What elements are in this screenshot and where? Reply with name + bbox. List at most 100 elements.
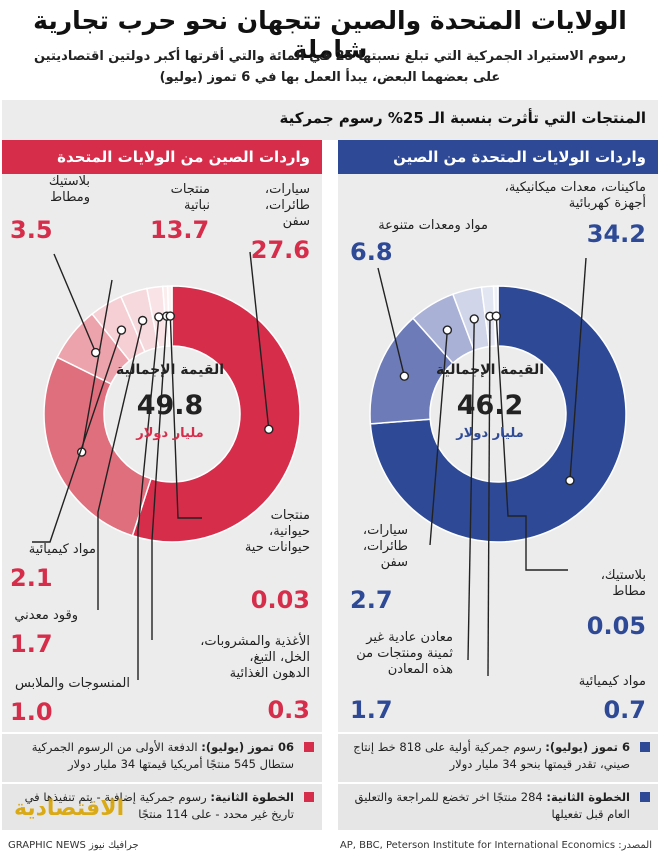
china-label-plastic: بلاستيك ومطاط [49,174,90,206]
china-note-marker-icon [304,742,314,752]
china-note-step1-date: 06 تموز (يوليو): [201,740,294,754]
china-donut-chart [32,251,301,680]
us-label-machines: ماكينات، معدات ميكانيكية، أجهزة كهربائية [505,180,646,212]
source-credit: المصدر: AP, BBC, Peterson Institute for … [339,840,652,851]
subtitle-line-2: على بعضهما البعض، يبدأ العمل بها في 6 تم… [159,70,501,85]
china-note-step2: الخطوة الثانية: رسوم جمركية إضافية - يتم… [2,784,322,830]
china-label-plastic-line2: ومطاط [50,190,90,205]
china-leader-dot-1 [264,424,274,435]
china-center-label: القيمة الإجمالية [115,362,224,378]
china-leader-line-2 [80,279,113,453]
us-leader-line-3 [429,330,449,546]
china-center-unit: مليار دولار [136,426,204,441]
china-value-food: 0.3 [267,696,310,724]
china-leader-line-1 [249,251,270,430]
china-label-veg-line2: نباتية [183,198,210,213]
china-label-fuel: وقود معدني [14,608,78,623]
us-label-machines-line1: ماكينات، معدات ميكانيكية، [504,180,646,195]
china-note-step1: 06 تموز (يوليو): الدفعة الأولى من الرسوم… [2,734,322,782]
us-label-cars-line3: سفن [380,555,408,570]
section-band: المنتجات التي تأثرت بنسبة الـ 25% رسوم ج… [2,100,658,140]
china-slice-1 [131,285,301,543]
china-label-veg-line1: منتجات [170,182,210,197]
publisher-logo: الاقتصادية [14,796,125,821]
china-leader-line-7 [151,316,168,640]
us-label-chem: مواد كيميائية [578,674,646,689]
us-value-chem: 0.7 [603,696,646,724]
china-label-food: الأغذية والمشروبات، الخل، التبغ، الدهون … [200,634,310,682]
us-imports-panel: واردات الولايات المتحدة من الصين ماكينات… [338,140,658,732]
china-label-textile: المنسوجات والملابس [14,676,130,691]
china-leader-dot-6 [154,312,164,322]
us-center-label: القيمة الإجمالية [435,362,544,378]
china-note-step2-text: رسوم جمركية إضافية - يتم تنفيذها في تاري… [24,790,294,821]
china-value-fuel: 1.7 [10,630,53,658]
china-value-plastic: 3.5 [10,216,53,244]
china-value-chem: 2.1 [10,564,53,592]
us-note-step1: 6 تموز (يوليو): رسوم جمركية أولية على 81… [338,734,658,782]
us-label-cars-line1: سيارات، [362,523,408,538]
china-label-plastic-line1: بلاستيك [48,174,90,189]
us-label-misc: مواد ومعدات متنوعة [378,218,488,233]
china-leader-dot-8 [165,311,175,321]
china-leader-dot-4 [116,325,127,335]
page-title: الولايات المتحدة والصين تتجهان نحو حرب ت… [33,6,627,64]
us-label-metals-line2: ثمينة ومنتجات من [356,646,453,661]
us-center-total: 46.2 [456,390,524,421]
us-donut-chart [369,257,627,677]
us-value-misc: 6.8 [350,238,393,266]
china-leader-line-5 [97,320,144,610]
china-label-chem: مواد كيميائية [28,542,96,557]
us-note-step1-date: 6 تموز (يوليو): [545,740,630,754]
china-panel-title: واردات الصين من الولايات المتحدة [2,140,322,174]
china-value-textile: 1.0 [10,698,53,726]
us-leader-dot-1 [565,475,575,486]
us-label-plastic-line1: بلاستيك، [600,568,646,583]
us-label-metals-line3: هذه المعادن [387,662,453,677]
china-value-cars: 27.6 [250,236,310,264]
us-slice-1 [369,285,627,543]
china-label-cars: سيارات، طائرات، سفن [265,182,310,230]
china-leader-line-3 [53,253,97,353]
china-label-veg: منتجات نباتية [171,182,210,214]
us-label-plastic-line2: مطاط [612,584,646,599]
section-title: المنتجات التي تأثرت بنسبة الـ 25% رسوم ج… [279,109,647,127]
us-value-machines: 34.2 [586,220,646,248]
us-value-cars: 2.7 [350,586,393,614]
china-leader-line-4 [32,329,123,543]
china-label-cars-line1: سيارات، [264,182,310,197]
us-note-step2-heading: الخطوة الثانية: [546,790,630,804]
china-center-total: 49.8 [136,390,204,421]
us-label-cars-line2: طائرات، [362,539,408,554]
us-leader-dot-3 [442,325,453,335]
china-label-cars-line3: سفن [282,214,310,229]
us-label-metals: معادن عادية غير ثمينة ومنتجات من هذه الم… [356,630,453,678]
china-label-animal-line2: حيوانية، [269,524,310,539]
us-note-marker-icon [640,742,650,752]
us-note-step2-text: 284 منتجًا اخر تخضع للمراجعة والتعليق ال… [354,790,630,821]
subtitle-line-1: رسوم الاستيراد الجمركية التي تبلغ نسبتها… [33,49,627,64]
us-leader-line-2 [377,267,406,377]
us-note-step1-text: رسوم جمركية أولية على 818 خط إنتاج صيني،… [353,740,630,771]
us-leader-line-6 [495,315,568,571]
us-label-metals-line1: معادن عادية غير [366,630,453,645]
us-leader-dot-6 [491,311,501,321]
china-value-veg: 13.7 [150,216,210,244]
us-value-plastic: 0.05 [586,612,646,640]
us-leader-dot-2 [399,371,410,381]
us-leader-line-4 [467,318,475,661]
china-leader-line-6 [137,316,160,680]
us-center-unit: مليار دولار [456,426,524,441]
page-subtitle: رسوم الاستيراد الجمركية التي تبلغ نسبتها… [30,46,630,88]
china-label-animal-line1: منتجات [270,508,310,523]
china-note-step1-text: الدفعة الأولى من الرسوم الجمركية ستطال 5… [31,740,294,771]
us-value-metals: 1.7 [350,696,393,724]
china-leader-line-8 [169,315,202,519]
china-label-food-line3: الدهون الغذائية [229,666,310,681]
china-note-marker-icon [304,792,314,802]
graphic-credit: جرافيك نيوز GRAPHIC NEWS [8,840,139,851]
us-label-plastic: بلاستيك، مطاط [601,568,646,600]
china-value-animal: 0.03 [250,586,310,614]
china-leader-dot-3 [90,347,101,358]
